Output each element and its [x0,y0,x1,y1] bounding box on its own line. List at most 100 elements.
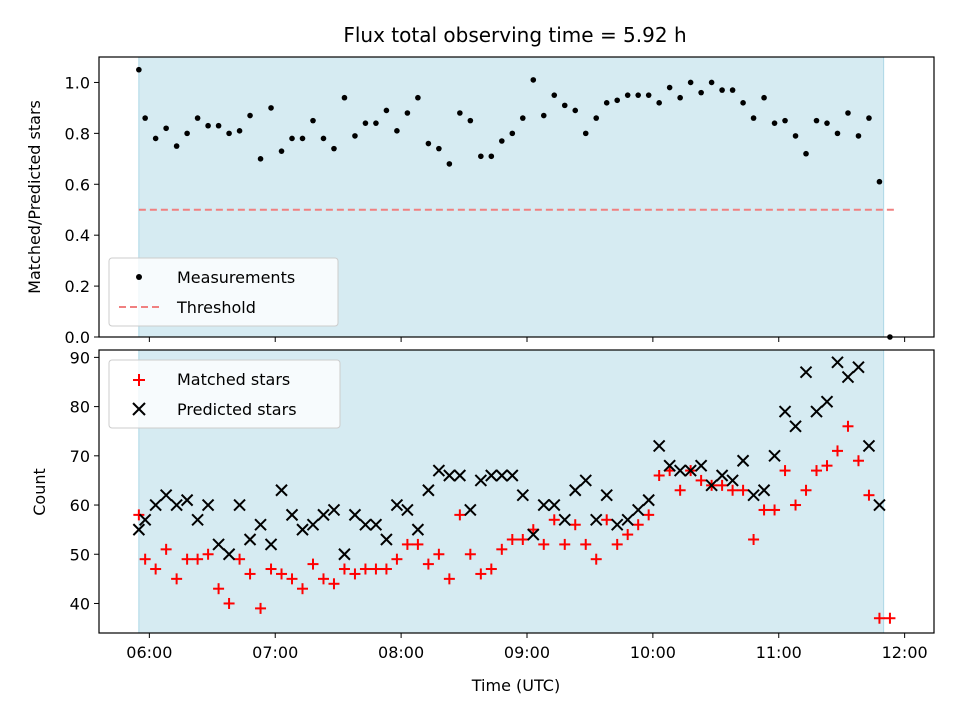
predicted-stars-point [778,405,792,418]
predicted-stars-point [359,518,372,531]
x-stroke-b [579,474,592,487]
predicted-stars-point [852,361,865,374]
bottom-panel-frame [98,349,935,634]
x-stroke-b [285,508,299,522]
matched-stars-point [286,573,298,585]
measurements-point [866,115,872,121]
predicted-stars-point [873,498,886,512]
matched-stars-point [139,553,151,565]
bottom-y-tick-label: 90 [70,348,90,367]
matched-stars-point [485,563,497,575]
predicted-stars-point [254,518,267,531]
matched-stars-point [884,612,896,624]
measurements-point [740,100,746,106]
matched-stars-point [133,509,145,521]
x-stroke-b [359,518,372,531]
matched-stars-point [244,568,256,580]
matched-stars-point [443,573,455,585]
bottom-y-tick-label: 40 [70,594,90,613]
x-stroke-b [610,518,624,531]
predicted-stars-point [390,498,404,512]
matched-stars-point [653,470,665,482]
measurements-point [603,100,610,106]
x-stroke-b [537,498,550,512]
x-stroke-b [684,464,697,477]
bottom-y-tick-label: 70 [70,447,90,466]
predicted-stars-point [590,513,603,527]
x-stroke-b [474,474,488,487]
predicted-stars-point [537,498,550,512]
matched-stars-point [380,563,392,575]
x-stroke-b [736,454,750,467]
top-data-layer [136,66,895,340]
x-stroke-b [233,498,246,512]
predicted-stars-point [663,459,676,472]
x-stroke-b [191,513,204,527]
matched-stars-point [790,499,802,511]
x-tick-label: 10:00 [630,643,676,662]
predicted-stars-point [715,469,729,482]
predicted-stars-point [485,469,498,482]
predicted-stars-point [831,356,844,369]
measurements-point [236,128,243,134]
predicted-stars-point [317,508,330,522]
predicted-stars-point [401,503,414,517]
x-stroke-b [831,356,844,369]
matched-stars-point [255,602,267,614]
predicted-stars-point [149,498,162,512]
top-y-axis-label: Matched/Predicted stars [25,100,44,294]
predicted-stars-point [621,513,634,527]
matched-stars-point [297,583,309,595]
measurements-point [792,133,799,139]
legend-predicted-marker [132,402,146,416]
matched-stars-point [496,543,508,555]
matched-stars-point [276,568,288,580]
x-stroke-b [768,449,781,463]
measurements-point [499,138,505,144]
predicted-stars-point [296,523,309,536]
matched-stars-point [150,563,162,575]
predicted-stars-point [233,498,246,512]
matched-stars-point [317,573,329,585]
x-stroke-b [464,503,477,517]
top-panel-frame [98,56,935,338]
x-stroke-b [411,523,425,536]
predicted-stars-point [443,469,456,482]
x-stroke-b [726,474,739,487]
x-stroke-b [506,469,519,482]
matched-stars-point [370,563,382,575]
matched-stars-point [422,558,434,570]
matched-stars-point [590,553,602,565]
x-stroke-b [443,469,456,482]
matched-stars-point [538,538,550,550]
measurements-point [729,87,736,93]
x-stroke-b [485,469,498,482]
measurements-point [803,150,809,157]
measurements-point [136,66,142,73]
x-stroke-b [652,439,666,453]
x-stroke-b [757,484,771,497]
predicted-stars-point [191,513,204,527]
top-legend: Measurements Threshold [108,257,339,327]
x-stroke-b [642,493,655,507]
measurements-point [142,115,148,121]
x-stroke-b [201,498,215,512]
predicted-stars-point [527,528,540,541]
matched-stars-point [569,519,581,531]
measurements-point [184,130,190,137]
predicted-stars-point [264,538,278,551]
x-stroke-b [159,488,173,502]
predicted-stars-point [212,538,225,551]
measurements-point [383,107,390,114]
matched-stars-point [674,484,686,496]
x-stroke-b [820,395,834,408]
x-stroke-b [422,484,435,497]
measurements-point [163,125,169,132]
x-stroke-b [852,361,865,374]
bottom-y-tick-label: 50 [70,545,90,564]
predicted-stars-point [432,464,446,477]
predicted-stars-point [474,474,488,487]
x-stroke-b [327,503,341,517]
bottom-x-axis: 06:00 07:00 08:00 09:00 10:00 11:00 12:00 [126,633,928,662]
measurements-point [467,117,474,124]
